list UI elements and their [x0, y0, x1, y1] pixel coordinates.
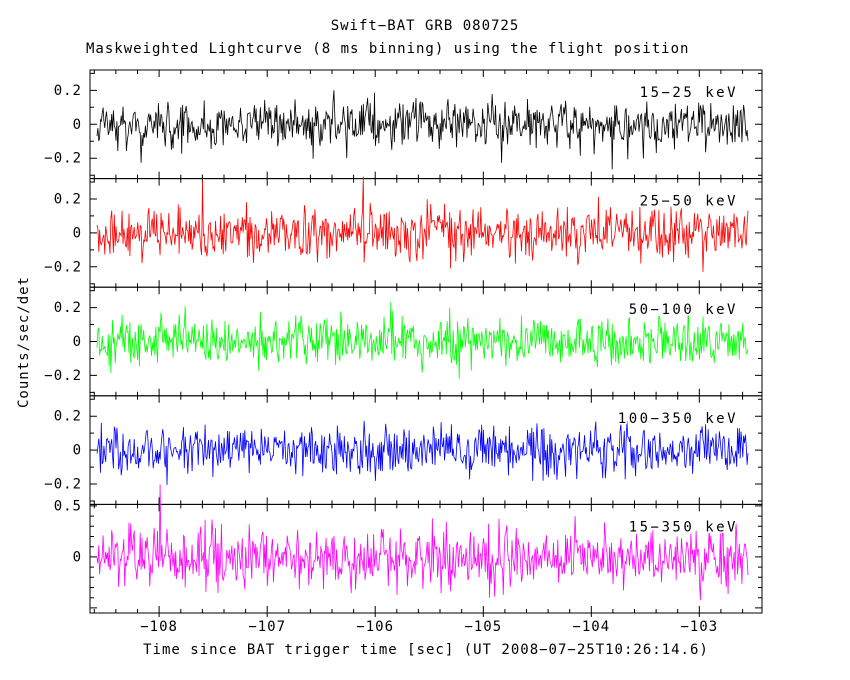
y-tick-label: −0.2	[44, 477, 82, 493]
axis-ticks	[90, 504, 762, 617]
lightcurve-series-4	[96, 420, 749, 486]
y-tick-label: 0.2	[54, 192, 82, 208]
y-tick-label: 0.5	[54, 498, 82, 514]
lightcurve-series-3	[96, 301, 749, 379]
y-tick-label: 0	[73, 549, 82, 565]
x-tick-label: −105	[464, 619, 502, 635]
y-tick-label: 0.2	[54, 83, 82, 99]
y-tick-label: −0.2	[44, 259, 82, 275]
y-tick-label: 0.2	[54, 300, 82, 316]
x-tick-label: −106	[356, 619, 394, 635]
y-tick-label: 0.2	[54, 409, 82, 425]
energy-band-label: 15−350 keV	[629, 519, 738, 535]
x-tick-label: −104	[572, 619, 610, 635]
y-tick-label: −0.2	[44, 151, 82, 167]
x-tick-label: −108	[140, 619, 178, 635]
energy-band-label: 25−50 keV	[640, 194, 738, 210]
y-tick-label: 0	[73, 225, 82, 241]
plot-subtitle: Maskweighted Lightcurve (8 ms binning) u…	[86, 41, 690, 57]
axis-ticks	[90, 178, 762, 288]
lightcurve-series-1	[96, 90, 749, 170]
energy-band-label: 100−350 keV	[618, 411, 738, 427]
energy-band-label: 50−100 keV	[629, 302, 738, 318]
x-axis-title: Time since BAT trigger time [sec] (UT 20…	[143, 642, 709, 658]
y-tick-label: 0	[73, 117, 82, 133]
axis-ticks	[90, 287, 762, 396]
x-tick-label: −107	[248, 619, 286, 635]
y-tick-label: 0	[73, 443, 82, 459]
lightcurve-series-2	[96, 176, 749, 272]
energy-band-label: 15−25 keV	[640, 85, 738, 101]
y-tick-label: 0	[73, 334, 82, 350]
axis-ticks	[90, 70, 762, 179]
panel-frame	[89, 503, 763, 614]
page-title: Swift−BAT GRB 080725	[330, 18, 520, 34]
axis-ticks	[90, 395, 762, 505]
lightcurve-series-5	[96, 484, 749, 601]
x-tick-label: −103	[680, 619, 718, 635]
y-tick-label: −0.2	[44, 368, 82, 384]
